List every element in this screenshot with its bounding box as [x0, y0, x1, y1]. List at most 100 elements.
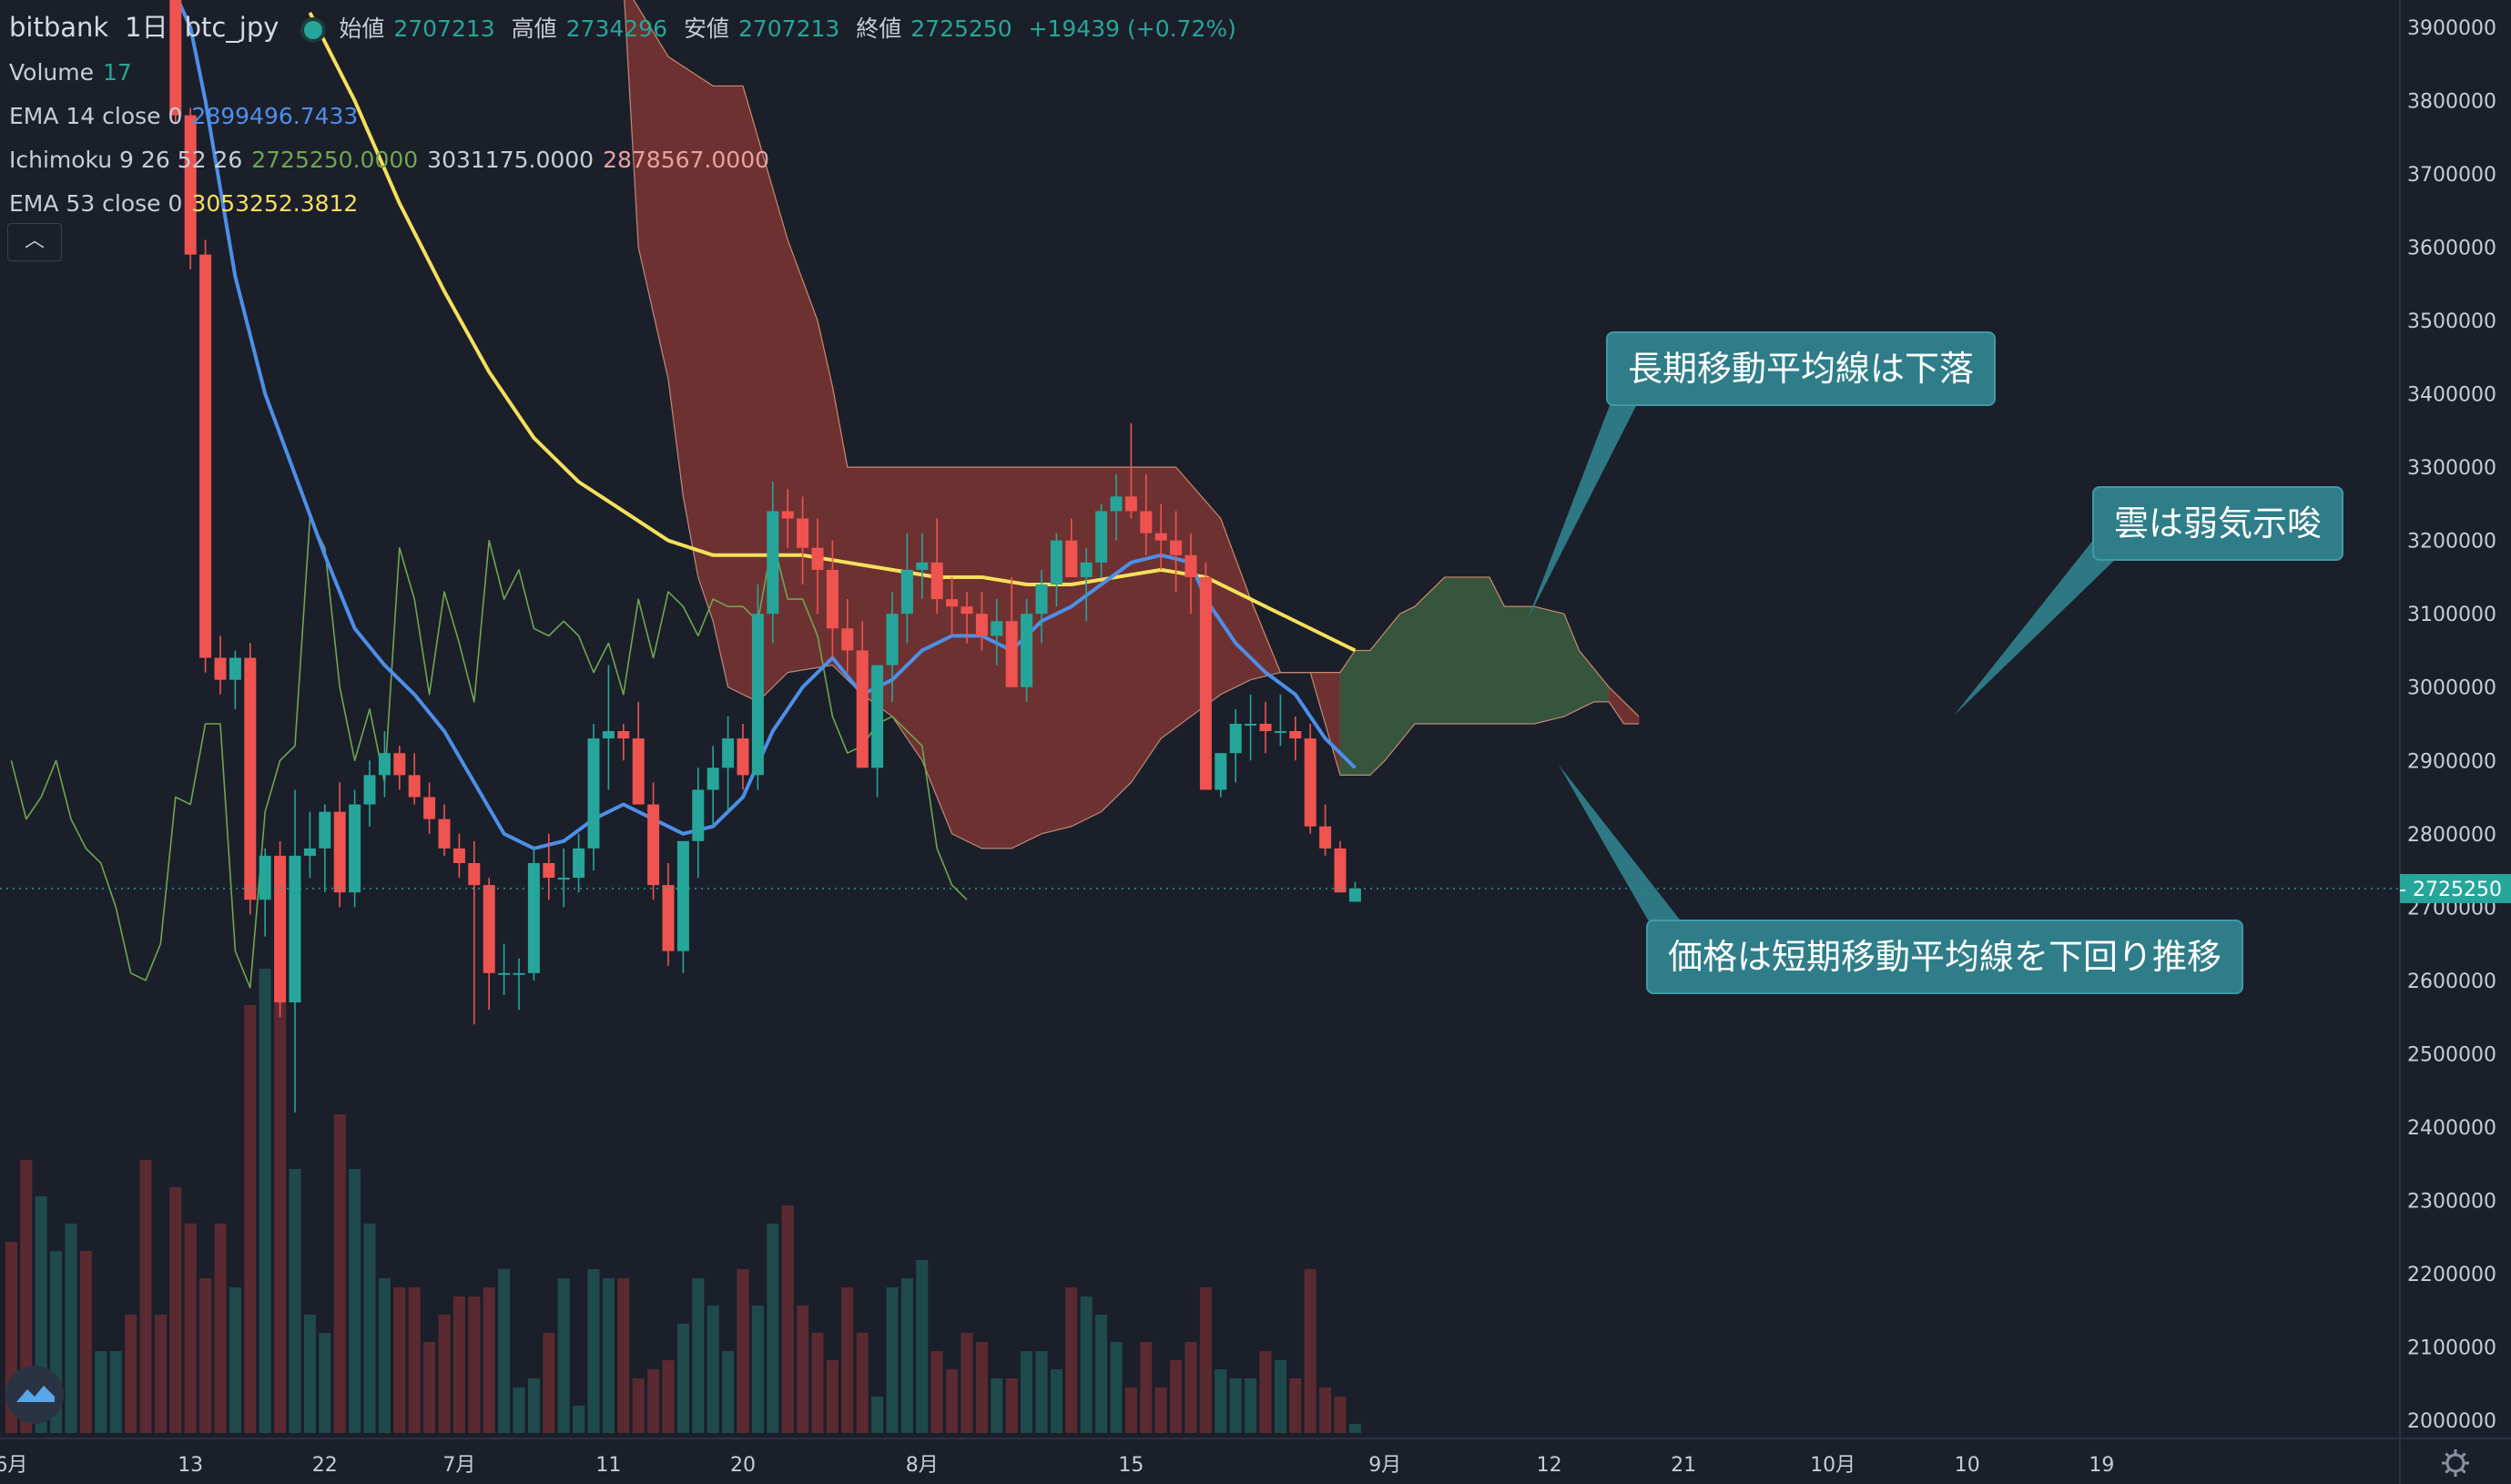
candle-body: [184, 115, 197, 255]
y-tick-label: 2500000: [2407, 1043, 2496, 1066]
candle-body: [229, 657, 241, 680]
candle-body: [841, 628, 854, 651]
candle-body: [1154, 533, 1167, 541]
volume-bar: [587, 1269, 600, 1433]
volume-bar: [483, 1287, 495, 1433]
volume-bar: [737, 1269, 749, 1433]
x-tick-label: 10月: [1810, 1454, 1855, 1477]
candle-body: [244, 657, 257, 900]
candle-body: [1170, 540, 1183, 555]
candle-body: [826, 569, 839, 629]
volume-bar: [199, 1278, 212, 1433]
volume-bar: [692, 1278, 705, 1433]
open-label: 始値: [339, 15, 385, 42]
x-tick-label: 8月: [906, 1454, 939, 1477]
x-tick-label: 20: [730, 1454, 756, 1477]
volume-bar: [811, 1333, 824, 1433]
current-price-label: - 2725250: [2399, 879, 2502, 901]
volume-bar: [527, 1378, 540, 1433]
ichimoku-value-3: 2878567.0000: [603, 147, 770, 173]
ema14-legend-row[interactable]: EMA 14 close 0 2899496.7433: [9, 95, 1245, 138]
volume-legend-row[interactable]: Volume 17: [9, 51, 1245, 95]
candle-body: [961, 606, 973, 615]
volume-bar: [930, 1351, 943, 1433]
candle-body: [1348, 888, 1361, 902]
y-tick-label: 3100000: [2407, 604, 2496, 626]
volume-bar: [707, 1306, 719, 1433]
candle-body: [199, 254, 212, 658]
ichimoku-label: Ichimoku 9 26 52 26: [9, 147, 243, 173]
settings-gear-icon[interactable]: [2442, 1449, 2469, 1477]
volume-bar: [781, 1205, 794, 1433]
ichimoku-legend-row[interactable]: Ichimoku 9 26 52 26 2725250.0000 3031175.0…: [9, 138, 1245, 182]
y-tick-label: 3800000: [2407, 91, 2496, 114]
indicator-legend: bitbank 1日 btc_jpy 始値 2707213 高値 2734296 安…: [9, 5, 1245, 226]
volume-bar: [1259, 1351, 1272, 1433]
candle-body: [781, 511, 794, 519]
candle-body: [363, 775, 376, 805]
y-tick-label: 2800000: [2407, 824, 2496, 847]
volume-bar: [1245, 1378, 1257, 1433]
interval[interactable]: 1日: [125, 12, 168, 43]
symbol-name[interactable]: btc_jpy: [184, 12, 280, 43]
candle-body: [1140, 511, 1153, 534]
volume-bar: [1065, 1287, 1078, 1433]
volume-bar: [363, 1224, 376, 1433]
candle-body: [676, 840, 689, 951]
x-tick-label: 22: [312, 1454, 338, 1477]
volume-bar: [20, 1160, 33, 1433]
volume-bar: [1199, 1287, 1212, 1433]
candle-body: [647, 804, 660, 886]
candle-body: [797, 518, 809, 548]
cloud-bull: [1339, 576, 1610, 776]
open-value: 2707213: [393, 15, 495, 42]
candle-body: [259, 855, 271, 900]
volume-bar: [946, 1369, 959, 1433]
x-tick-label: 10: [1955, 1454, 1980, 1477]
ichimoku-value-2: 3031175.0000: [427, 147, 595, 173]
y-tick-label: 3000000: [2407, 677, 2496, 700]
ema53-legend-row[interactable]: EMA 53 close 0 3053252.3812: [9, 182, 1245, 226]
volume-bar: [1021, 1351, 1033, 1433]
volume-bar: [961, 1333, 973, 1433]
candle-body: [1304, 738, 1316, 827]
volume-bar: [1124, 1387, 1137, 1433]
volume-value: 17: [102, 59, 132, 86]
candle-body: [319, 811, 331, 849]
candle-body: [438, 818, 451, 849]
exchange-name[interactable]: bitbank: [9, 12, 109, 43]
volume-label: Volume: [9, 59, 94, 86]
candle-body: [856, 650, 869, 768]
collapse-legend-button[interactable]: ︿: [7, 223, 62, 261]
volume-bar: [1005, 1378, 1018, 1433]
volume-bar: [1274, 1360, 1286, 1433]
volume-bars: [5, 932, 1361, 1433]
volume-bar: [1154, 1387, 1167, 1433]
volume-bar: [602, 1278, 615, 1433]
candle-body: [1124, 496, 1137, 512]
volume-bar: [767, 1224, 779, 1433]
volume-bar: [841, 1287, 854, 1433]
current-price-badge: [2400, 873, 2511, 903]
candle-body: [408, 775, 421, 798]
candle-body: [1050, 540, 1062, 584]
y-tick-label: 2600000: [2407, 971, 2496, 993]
volume-bar: [557, 1278, 570, 1433]
y-tick-label: 3900000: [2407, 17, 2496, 40]
candle-body: [1095, 511, 1108, 563]
volume-bar: [856, 1333, 869, 1433]
close-label: 終値: [856, 15, 902, 42]
candle-body: [1289, 731, 1302, 739]
candle-body: [333, 811, 346, 893]
volume-bar: [676, 1324, 689, 1433]
x-tick-label: 6月: [0, 1454, 27, 1477]
volume-bar: [975, 1342, 988, 1433]
callout-pointers: [1528, 401, 2121, 923]
candle-body: [483, 885, 495, 973]
volume-bar: [95, 1351, 107, 1433]
volume-bar: [303, 1315, 316, 1433]
candle-body: [602, 731, 615, 739]
ichimoku-value-1: 2725250.0000: [251, 147, 419, 173]
tradingview-logo[interactable]: [5, 1366, 64, 1424]
